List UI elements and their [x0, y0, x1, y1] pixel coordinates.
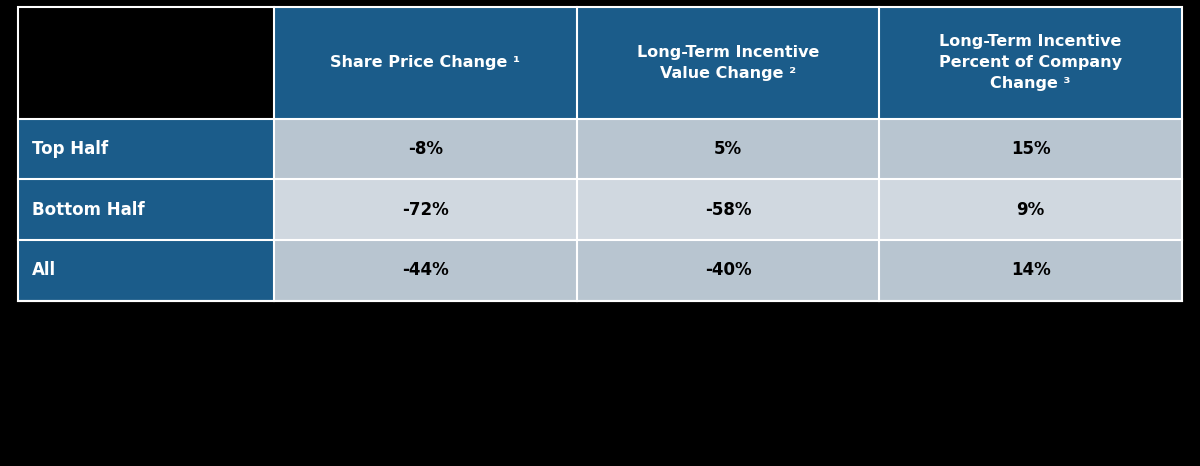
Text: -58%: -58% [704, 200, 751, 219]
FancyBboxPatch shape [274, 179, 577, 240]
FancyBboxPatch shape [577, 7, 880, 118]
Text: All: All [32, 261, 56, 279]
Text: Share Price Change ¹: Share Price Change ¹ [330, 55, 521, 70]
FancyBboxPatch shape [880, 118, 1182, 179]
Text: Long-Term Incentive
Value Change ²: Long-Term Incentive Value Change ² [637, 45, 820, 81]
FancyBboxPatch shape [274, 118, 577, 179]
Text: 15%: 15% [1010, 140, 1050, 158]
Text: Long-Term Incentive
Percent of Company
Change ³: Long-Term Incentive Percent of Company C… [940, 34, 1122, 91]
FancyBboxPatch shape [577, 240, 880, 301]
Text: 5%: 5% [714, 140, 742, 158]
FancyBboxPatch shape [880, 7, 1182, 118]
FancyBboxPatch shape [577, 118, 880, 179]
FancyBboxPatch shape [18, 7, 274, 118]
FancyBboxPatch shape [880, 179, 1182, 240]
FancyBboxPatch shape [18, 118, 274, 179]
FancyBboxPatch shape [577, 179, 880, 240]
FancyBboxPatch shape [18, 240, 274, 301]
FancyBboxPatch shape [274, 7, 577, 118]
Text: -44%: -44% [402, 261, 449, 279]
Text: Top Half: Top Half [32, 140, 108, 158]
FancyBboxPatch shape [880, 240, 1182, 301]
FancyBboxPatch shape [274, 240, 577, 301]
Text: -8%: -8% [408, 140, 443, 158]
Text: Bottom Half: Bottom Half [32, 200, 145, 219]
Text: -72%: -72% [402, 200, 449, 219]
Text: -40%: -40% [704, 261, 751, 279]
FancyBboxPatch shape [18, 179, 274, 240]
Text: 14%: 14% [1010, 261, 1050, 279]
Text: 9%: 9% [1016, 200, 1045, 219]
